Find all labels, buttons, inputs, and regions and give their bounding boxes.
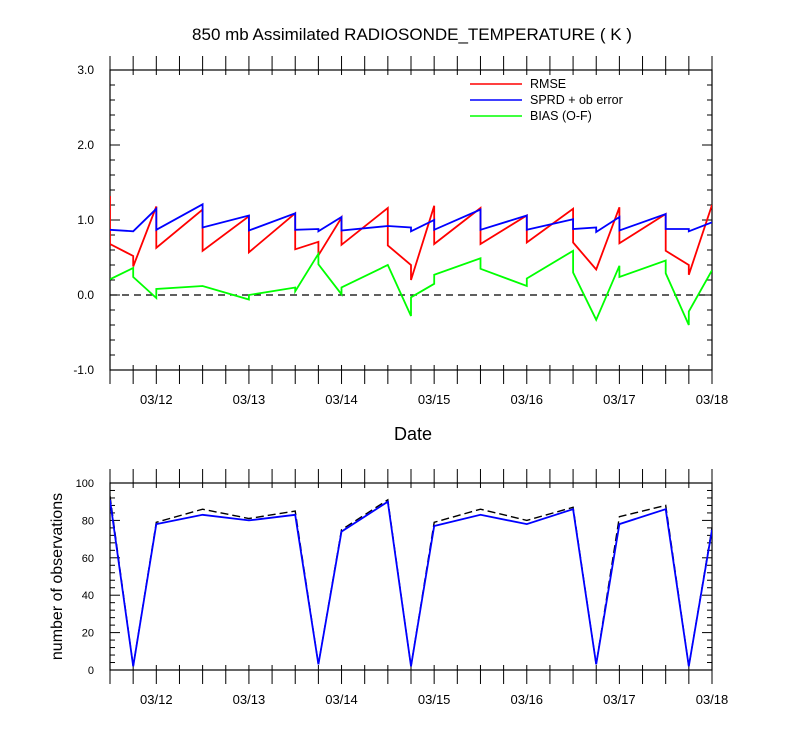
x-axis-label: Date: [394, 424, 432, 444]
y-tick-label: 80: [82, 515, 94, 527]
series-line-0: [110, 496, 712, 667]
x-tick-label: 03/18: [696, 392, 729, 407]
x-tick-label: 03/14: [325, 692, 358, 707]
y-tick-label: 100: [76, 478, 94, 490]
legend-label: BIAS (O-F): [530, 109, 592, 123]
y-tick-label: 20: [82, 628, 94, 640]
x-tick-label: 03/13: [233, 392, 266, 407]
y-tick-label: -1.0: [73, 363, 94, 377]
x-tick-label: 03/17: [603, 392, 636, 407]
series-line-1: [110, 499, 712, 667]
series-line-2: [110, 249, 712, 326]
y-tick-label: 1.0: [77, 213, 94, 227]
legend-label: RMSE: [530, 77, 566, 91]
y-tick-label: 3.0: [77, 63, 94, 77]
legend-label: SPRD + ob error: [530, 93, 623, 107]
top-panel: -1.0 0.0 1.0 2.0 3.0 03/12 03/13 03/14 03/15 03/1…: [73, 56, 728, 444]
x-tick-label: 03/16: [510, 692, 543, 707]
y-tick-label: 40: [82, 590, 94, 602]
chart-title: 850 mb Assimilated RADIOSONDE_TEMPERATUR…: [192, 25, 632, 44]
plot-frame: [109, 482, 713, 671]
x-tick-label: 03/18: [696, 692, 729, 707]
y-tick-label: 0: [88, 665, 94, 677]
y-tick-label: 0.0: [77, 288, 94, 302]
x-tick-label: 03/17: [603, 692, 636, 707]
x-tick-label: 03/12: [140, 692, 173, 707]
y-axis-label: number of observations: [49, 493, 66, 660]
x-tick-label: 03/12: [140, 392, 173, 407]
x-tick-label: 03/15: [418, 692, 451, 707]
x-tick-label: 03/16: [510, 392, 543, 407]
x-tick-label: 03/15: [418, 392, 451, 407]
plot-frame: [109, 69, 713, 371]
y-tick-label: 2.0: [77, 138, 94, 152]
series-line-1: [110, 202, 712, 234]
x-tick-label: 03/14: [325, 392, 358, 407]
bottom-panel: 0 20 40 60 80 100 03/12 03/13 03/14 03/15 03/16 03/…: [49, 469, 728, 707]
x-tick-label: 03/13: [233, 692, 266, 707]
y-tick-label: 60: [82, 553, 94, 565]
series-line-0: [110, 196, 712, 281]
